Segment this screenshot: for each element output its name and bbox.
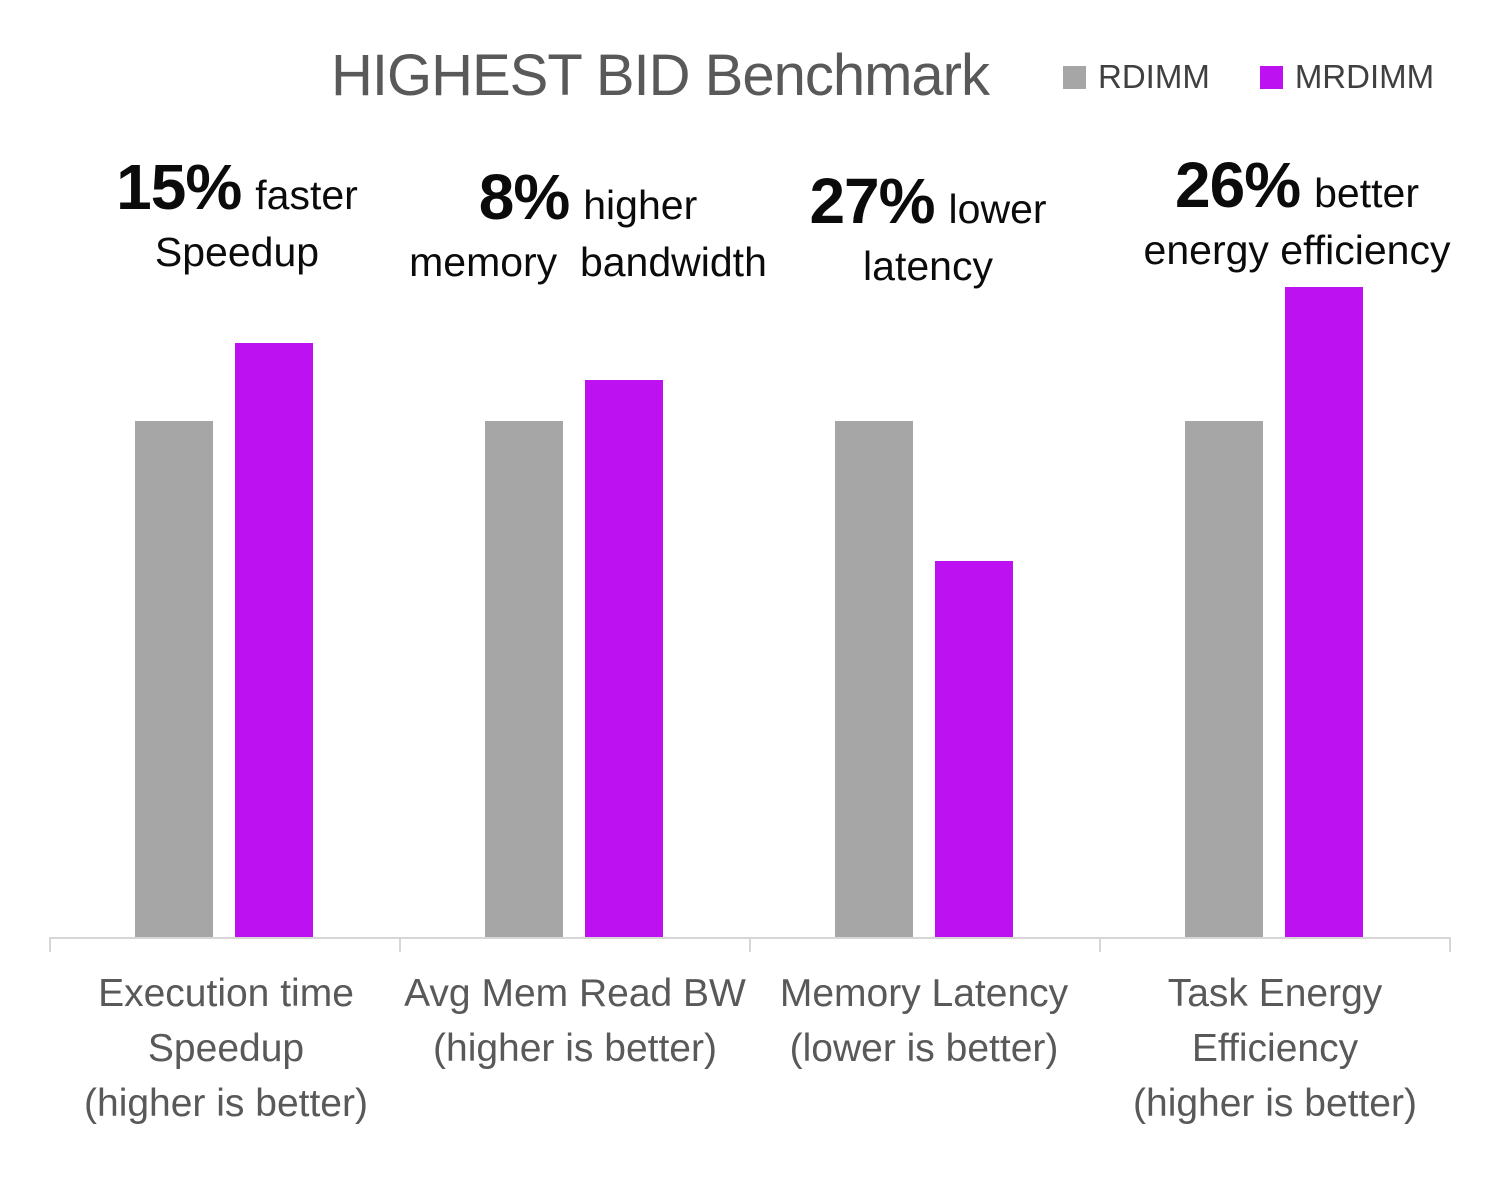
- mrdimm-color-swatch-icon: [1259, 65, 1283, 89]
- x-axis-label-line: Execution time: [98, 972, 354, 1015]
- chart-title: HIGHEST BID Benchmark: [330, 43, 990, 108]
- annotation-speedup-qualifier: faster: [255, 172, 358, 218]
- annotation-latency-qualifier: lower: [948, 186, 1047, 232]
- x-axis-tick: [399, 937, 401, 952]
- legend-label-rdimm: RDIMM: [1098, 58, 1210, 95]
- bar-rdimm-group-1: [135, 421, 213, 938]
- x-axis-label-line: Speedup: [147, 1027, 305, 1070]
- annotation-speedup-line2: Speedup: [154, 229, 320, 275]
- annotation-bandwidth-stat: 8%: [478, 161, 570, 233]
- annotation-energy: 26% better energy efficiency: [1077, 148, 1500, 274]
- x-axis-label-line: (lower is better): [789, 1027, 1059, 1070]
- x-axis-tick: [1099, 937, 1101, 952]
- x-axis-label-memory-latency: Memory Latency (lower is better): [739, 966, 1109, 1076]
- annotation-latency-stat: 27%: [809, 165, 935, 237]
- x-axis-label-line: Task Energy: [1167, 972, 1383, 1015]
- bar-mrdimm-group-4: [1285, 287, 1363, 938]
- annotation-speedup: 15% faster Speedup: [17, 150, 457, 276]
- x-axis-label-line: (higher is better): [84, 1082, 368, 1125]
- legend: RDIMM MRDIMM: [1063, 58, 1434, 96]
- annotation-speedup-stat: 15%: [116, 151, 242, 223]
- annotation-latency-line2: latency: [863, 243, 993, 289]
- x-axis-label-line: (higher is better): [1133, 1082, 1417, 1125]
- x-axis-label-execution-time: Execution time Speedup (higher is better…: [41, 966, 411, 1131]
- bar-mrdimm-group-3: [935, 561, 1013, 938]
- annotation-bandwidth-line1: 8% higher: [368, 160, 808, 234]
- annotation-latency-line1: 27% lower: [708, 164, 1148, 238]
- annotation-energy-line2: energy efficiency: [1143, 227, 1451, 273]
- bar-mrdimm-group-1: [235, 343, 313, 938]
- x-axis-tick: [1449, 937, 1451, 952]
- legend-label-mrdimm: MRDIMM: [1294, 58, 1435, 95]
- x-axis-label-line: Efficiency: [1191, 1027, 1359, 1070]
- x-axis-label-line: Avg Mem Read BW: [404, 972, 746, 1015]
- annotation-bandwidth-line2: memory bandwidth: [409, 239, 767, 285]
- rdimm-color-swatch-icon: [1063, 65, 1086, 89]
- bar-rdimm-group-3: [835, 421, 913, 938]
- annotation-bandwidth: 8% higher memory bandwidth: [368, 160, 808, 286]
- legend-item-rdimm: RDIMM: [1063, 58, 1210, 96]
- bar-mrdimm-group-2: [585, 380, 663, 938]
- annotation-energy-qualifier: better: [1314, 170, 1419, 216]
- bar-rdimm-group-2: [485, 421, 563, 938]
- bar-rdimm-group-4: [1185, 421, 1263, 938]
- x-axis-label-task-energy: Task Energy Efficiency (higher is better…: [1090, 966, 1460, 1131]
- annotation-speedup-line1: 15% faster: [17, 150, 457, 224]
- x-axis-label-line: (higher is better): [433, 1027, 717, 1070]
- annotation-energy-stat: 26%: [1175, 149, 1301, 221]
- x-axis-label-mem-read-bw: Avg Mem Read BW (higher is better): [390, 966, 760, 1076]
- annotation-bandwidth-qualifier: higher: [583, 182, 698, 228]
- x-axis-label-line: Memory Latency: [779, 972, 1069, 1015]
- x-axis-tick: [749, 937, 751, 952]
- annotation-energy-line1: 26% better: [1077, 148, 1500, 222]
- legend-item-mrdimm: MRDIMM: [1259, 58, 1435, 96]
- x-axis-tick: [49, 937, 51, 952]
- annotation-latency: 27% lower latency: [708, 164, 1148, 290]
